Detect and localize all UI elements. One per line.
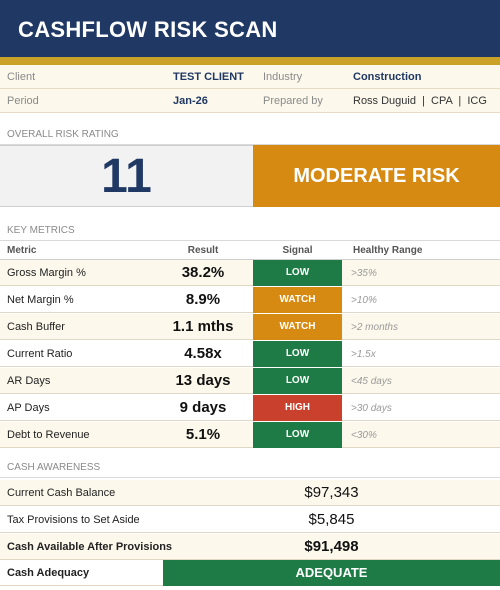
client-info-row: Client TEST CLIENT Industry Construction — [0, 65, 500, 89]
metrics-section-label: KEY METRICS — [0, 225, 500, 241]
cash-label: Current Cash Balance — [7, 487, 116, 499]
metric-result: 8.9% — [185, 291, 221, 308]
client-label: Client — [7, 71, 36, 83]
metric-result: 4.58x — [184, 345, 222, 362]
cash-section-label: CASH AWARENESS — [0, 462, 500, 478]
metric-result: 9 days — [179, 399, 227, 416]
healthy-range: >30 days — [351, 403, 392, 414]
cash-label: Cash Available After Provisions — [7, 541, 173, 553]
column-header-signal: Signal — [282, 245, 313, 256]
metric-label: Gross Margin % — [7, 267, 86, 279]
healthy-range: <45 days — [351, 376, 392, 387]
cash-label: Tax Provisions to Set Aside — [7, 514, 140, 526]
page-title: CASHFLOW RISK SCAN — [18, 17, 278, 42]
signal-badge: LOW — [253, 260, 342, 286]
metric-row-gross-margin: Gross Margin % 38.2% LOW >35% — [0, 260, 500, 286]
metric-label: Debt to Revenue — [7, 429, 90, 441]
healthy-range: <30% — [351, 430, 377, 441]
header-bar: CASHFLOW RISK SCAN — [0, 0, 500, 57]
column-header-range: Healthy Range — [353, 245, 423, 256]
cash-row-adequacy: Cash Adequacy ADEQUATE — [0, 560, 500, 586]
cash-row-current-balance: Current Cash Balance $97,343 — [0, 480, 500, 506]
risk-rating-badge: MODERATE RISK — [253, 145, 500, 207]
metric-row-current-ratio: Current Ratio 4.58x LOW >1.5x — [0, 341, 500, 367]
prepared-by-label: Prepared by — [263, 95, 323, 107]
metric-label: AR Days — [7, 375, 51, 387]
healthy-range: >2 months — [351, 322, 398, 333]
period-value: Jan-26 — [173, 95, 208, 107]
signal-badge: HIGH — [253, 395, 342, 421]
metric-label: Net Margin % — [7, 294, 74, 306]
metric-row-cash-buffer: Cash Buffer 1.1 mths WATCH >2 months — [0, 314, 500, 340]
healthy-range: >1.5x — [351, 349, 376, 360]
metric-result: 1.1 mths — [172, 318, 234, 335]
metric-row-ar-days: AR Days 13 days LOW <45 days — [0, 368, 500, 394]
column-header-result: Result — [187, 245, 219, 256]
metric-row-debt-to-revenue: Debt to Revenue 5.1% LOW <30% — [0, 422, 500, 448]
cash-amount: $91,498 — [304, 538, 359, 555]
signal-badge: WATCH — [253, 287, 342, 313]
cash-label: Cash Adequacy — [7, 567, 90, 579]
period-info-row: Period Jan-26 Prepared by Ross Duguid | … — [0, 89, 500, 113]
metric-label: AP Days — [7, 402, 50, 414]
client-value: TEST CLIENT — [173, 71, 244, 83]
risk-score: 11 — [0, 145, 253, 207]
signal-badge: WATCH — [253, 314, 342, 340]
metric-row-net-margin: Net Margin % 8.9% WATCH >10% — [0, 287, 500, 313]
metric-result: 38.2% — [181, 264, 225, 281]
metrics-table-header: Metric Result Signal Healthy Range — [0, 243, 500, 260]
healthy-range: >35% — [351, 268, 377, 279]
industry-label: Industry — [263, 71, 303, 83]
industry-value: Construction — [353, 71, 422, 83]
signal-badge: LOW — [253, 341, 342, 367]
metric-result: 5.1% — [185, 426, 221, 443]
adequacy-badge: ADEQUATE — [163, 560, 500, 586]
cash-amount: $5,845 — [308, 511, 355, 528]
healthy-range: >10% — [351, 295, 377, 306]
metric-label: Current Ratio — [7, 348, 73, 360]
period-label: Period — [7, 95, 39, 107]
metric-result: 13 days — [175, 372, 231, 389]
signal-badge: LOW — [253, 368, 342, 394]
overall-section-label: OVERALL RISK RATING — [0, 129, 500, 145]
metric-row-ap-days: AP Days 9 days HIGH >30 days — [0, 395, 500, 421]
signal-badge: LOW — [253, 422, 342, 448]
cash-amount: $97,343 — [304, 484, 359, 501]
column-header-metric: Metric — [7, 245, 37, 256]
accent-divider — [0, 57, 500, 65]
prepared-by-value: Ross Duguid | CPA | ICG — [353, 95, 487, 107]
cash-row-tax-provisions: Tax Provisions to Set Aside $5,845 — [0, 507, 500, 533]
metric-label: Cash Buffer — [7, 321, 65, 333]
cash-row-available: Cash Available After Provisions $91,498 — [0, 534, 500, 560]
